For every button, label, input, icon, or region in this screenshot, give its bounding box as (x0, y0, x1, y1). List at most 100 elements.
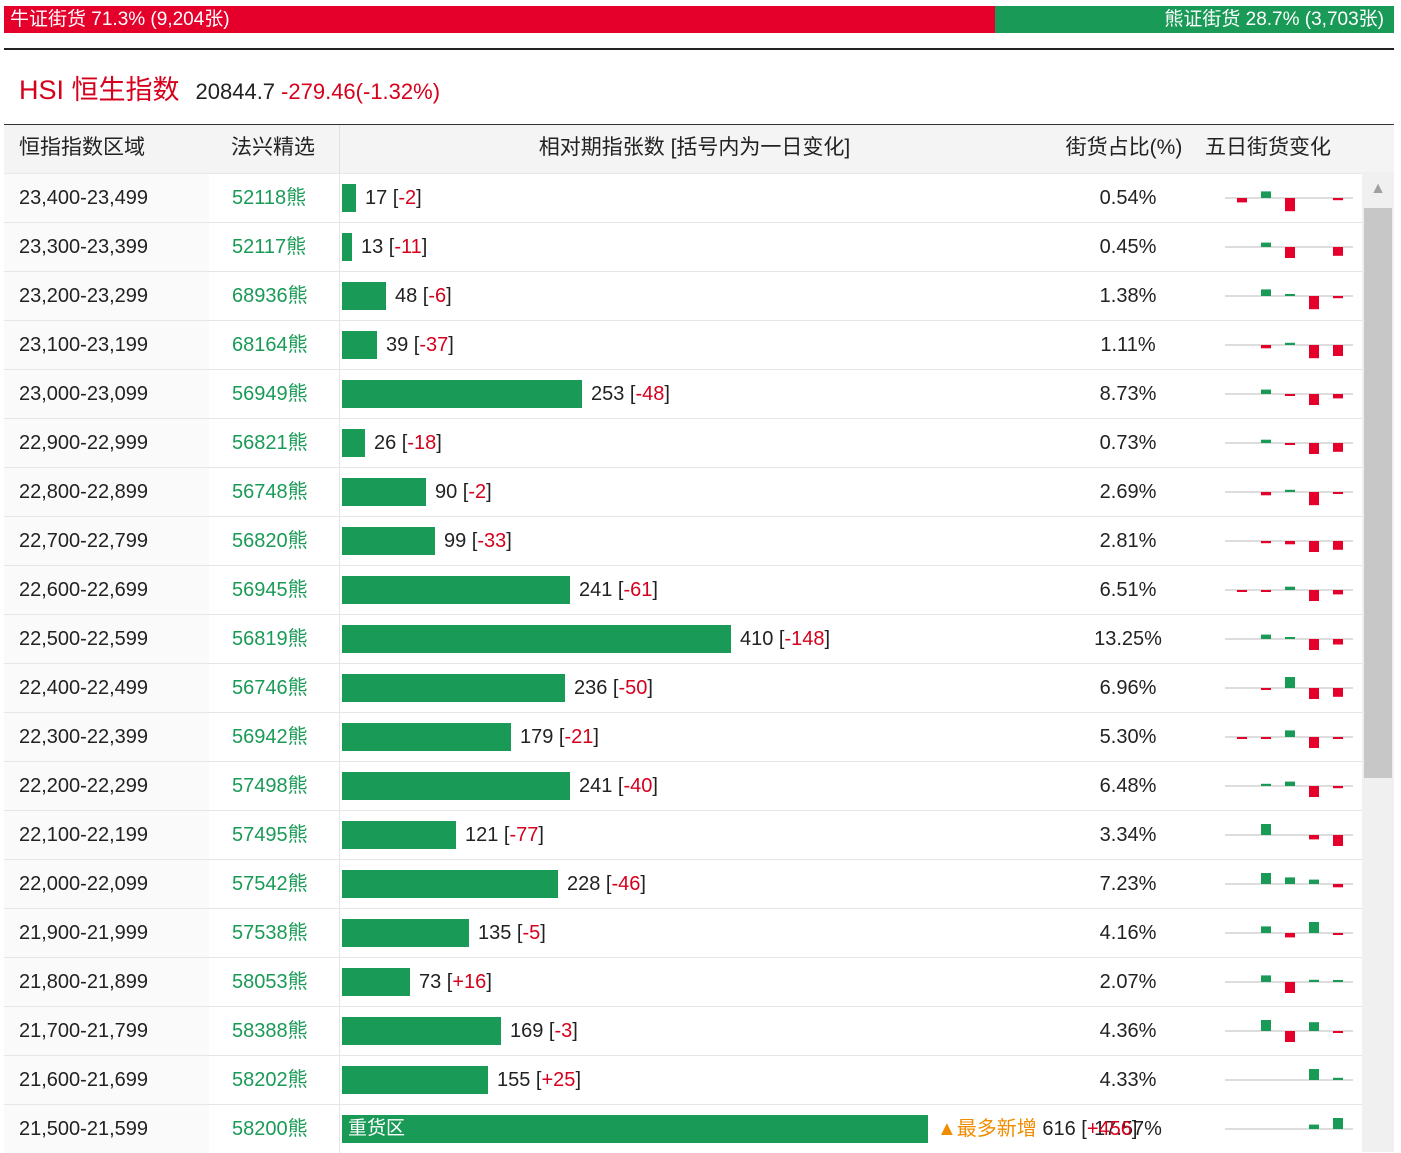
trend-bar-day-5 (1333, 1077, 1343, 1080)
table-row: 22,200-22,299 57498熊 241 [-40] 6.48% (4, 762, 1362, 811)
contracts-text: 169 [-3] (510, 1020, 578, 1042)
warrant-code-link[interactable]: 56949熊 (209, 370, 339, 418)
contracts-cell: 重货区 ▲最多新增 616 [+456] (339, 1105, 1137, 1153)
table-row: 22,500-22,599 56819熊 410 [-148] 13.25% (4, 615, 1362, 664)
index-summary: HSI 恒生指数 20844.7 -279.46(-1.32%) (19, 68, 440, 108)
warrant-code-link[interactable]: 56821熊 (209, 419, 339, 467)
contracts-delta: -2 (398, 187, 417, 209)
warrant-code-link[interactable]: 58200熊 (209, 1105, 339, 1153)
range-cell: 22,100-22,199 (19, 824, 149, 846)
contracts-bar (342, 1066, 488, 1094)
trend-bar-day-2 (1261, 242, 1271, 247)
trend-bar-day-2 (1261, 345, 1271, 349)
contracts-cell: 241 [-61] (339, 566, 1049, 614)
contracts-cell: 17 [-2] (339, 174, 1049, 222)
contracts-bar (342, 821, 456, 849)
warrant-code-link[interactable]: 57538熊 (209, 909, 339, 957)
table-row: 23,200-23,299 68936熊 48 [-6] 1.38% (4, 272, 1362, 321)
five-day-trend-cell (1199, 1105, 1362, 1153)
trend-bar-day-5 (1333, 737, 1343, 739)
five-day-trend-cell (1199, 664, 1362, 712)
scrollbar-thumb[interactable] (1364, 208, 1392, 778)
trend-bar-day-2 (1261, 873, 1271, 884)
trend-bar-day-4 (1309, 345, 1319, 359)
contracts-delta: -11 (394, 236, 422, 258)
trend-bar-day-2 (1261, 492, 1271, 496)
range-cell: 21,900-21,999 (19, 922, 149, 944)
contracts-cell: 179 [-21] (339, 713, 1049, 761)
warrant-code-link[interactable]: 56746熊 (209, 664, 339, 712)
index-change: -279.46(-1.32%) (281, 79, 441, 104)
warrant-code-link[interactable]: 58388熊 (209, 1007, 339, 1055)
trend-bar-day-4 (1309, 394, 1319, 405)
warrant-code-link[interactable]: 56942熊 (209, 713, 339, 761)
contracts-value: 48 (395, 285, 418, 307)
table-row: 22,600-22,699 56945熊 241 [-61] 6.51% (4, 566, 1362, 615)
warrant-code-link[interactable]: 52117熊 (209, 223, 339, 271)
trend-sparkbars (1225, 191, 1353, 212)
warrant-code-link[interactable]: 57495熊 (209, 811, 339, 859)
contracts-cell: 121 [-77] (339, 811, 1049, 859)
trend-sparkbars (1225, 439, 1353, 454)
trend-bar-day-4 (1309, 296, 1319, 310)
warrant-code-link[interactable]: 68164熊 (209, 321, 339, 369)
contracts-cell: 253 [-48] (339, 370, 1049, 418)
contracts-value: 241 (579, 775, 613, 797)
trend-sparkbars (1225, 540, 1353, 552)
contracts-bar (342, 870, 558, 898)
contracts-value: 228 (567, 873, 601, 895)
warrant-code-link[interactable]: 56945熊 (209, 566, 339, 614)
trend-sparkbars (1225, 634, 1353, 650)
contracts-text: 73 [+16] (419, 971, 492, 993)
warrant-code-link[interactable]: 56820熊 (209, 517, 339, 565)
contracts-bar (342, 233, 352, 261)
five-day-trend-cell (1199, 223, 1362, 271)
trend-bar-day-2 (1261, 191, 1271, 198)
warrant-code-link[interactable]: 58053熊 (209, 958, 339, 1006)
trend-sparkbars (1225, 586, 1353, 601)
warrant-code-link[interactable]: 57542熊 (209, 860, 339, 908)
contracts-bar: 重货区 (342, 1115, 928, 1143)
contracts-delta: -21 (564, 726, 594, 748)
vertical-scrollbar[interactable]: ▲ (1362, 172, 1394, 1152)
contracts-delta: -18 (407, 432, 437, 454)
five-day-trend-cell (1199, 468, 1362, 516)
trend-bar-day-5 (1333, 492, 1343, 494)
share-cell: 2.81% (1049, 517, 1199, 565)
trend-bar-day-3 (1285, 294, 1295, 296)
contracts-cell: 155 [+25] (339, 1056, 1049, 1104)
warrant-code-link[interactable]: 56819熊 (209, 615, 339, 663)
trend-bar-day-1 (1237, 590, 1247, 592)
contracts-cell: 228 [-46] (339, 860, 1049, 908)
share-cell: 2.07% (1049, 958, 1199, 1006)
trend-bar-day-3 (1285, 247, 1295, 258)
trend-sparkbars (1225, 730, 1353, 748)
top-divider (4, 48, 1394, 50)
five-day-trend-cell (1199, 762, 1362, 810)
trend-bar-day-2 (1261, 783, 1271, 786)
trend-bar-day-5 (1333, 639, 1343, 645)
contracts-delta: -5 (522, 922, 541, 944)
triangle-up-icon[interactable]: ▲ (1370, 180, 1386, 197)
trend-bar-day-5 (1333, 688, 1343, 697)
warrant-code-link[interactable]: 68936熊 (209, 272, 339, 320)
trend-sparkbars (1225, 1118, 1353, 1130)
trend-bar-day-2 (1261, 737, 1271, 739)
warrant-code-link[interactable]: 52118熊 (209, 174, 339, 222)
trend-bar-day-5 (1333, 835, 1343, 846)
contracts-cell: 99 [-33] (339, 517, 1049, 565)
header-share: 街货占比(%) (1065, 136, 1183, 159)
bear-share-segment: 熊证街货 28.7% (3,703张) (995, 6, 1394, 33)
table-row: 23,400-23,499 52118熊 17 [-2] 0.54% (4, 174, 1362, 223)
trend-bar-day-2 (1261, 1020, 1271, 1031)
warrant-distribution-table: 恒指指数区域 法兴精选 相对期指张数 [括号内为一日变化] 街货占比(%) 五日… (4, 124, 1394, 1153)
trend-sparkbars (1225, 389, 1353, 405)
header-trend: 五日街货变化 (1205, 136, 1331, 159)
share-cell: 13.25% (1049, 615, 1199, 663)
warrant-code-link[interactable]: 58202熊 (209, 1056, 339, 1104)
contracts-delta: -37 (419, 334, 449, 356)
warrant-code-link[interactable]: 56748熊 (209, 468, 339, 516)
contracts-delta: -148 (784, 628, 825, 650)
bull-share-segment: 牛证街货 71.3% (9,204张) (4, 6, 996, 33)
warrant-code-link[interactable]: 57498熊 (209, 762, 339, 810)
